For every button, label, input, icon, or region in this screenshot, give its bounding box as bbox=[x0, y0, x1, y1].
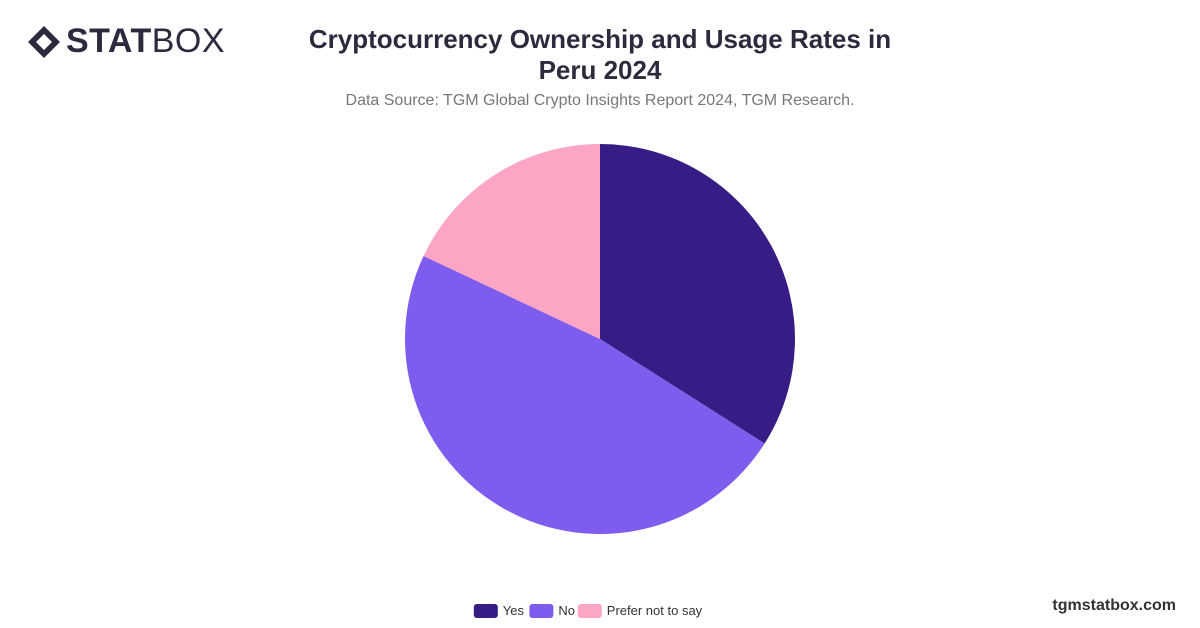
legend-label: No bbox=[558, 603, 575, 618]
logo-light: BOX bbox=[151, 22, 226, 60]
legend-swatch bbox=[577, 604, 602, 618]
legend-label: Yes bbox=[503, 603, 525, 618]
logo-icon bbox=[28, 25, 60, 58]
chart-title: Cryptocurrency Ownership and Usage Rates… bbox=[308, 24, 892, 85]
legend-label: Prefer not to say bbox=[607, 603, 703, 618]
pie-slice bbox=[423, 144, 600, 339]
legend-swatch bbox=[529, 604, 554, 618]
legend-swatch bbox=[473, 604, 498, 618]
logo: STAT BOX bbox=[26, 22, 225, 61]
pie-slice bbox=[600, 144, 796, 444]
pie-slice bbox=[404, 255, 765, 535]
logo-bold: STAT bbox=[66, 22, 152, 60]
footer: tgmstatbox.com bbox=[1052, 597, 1176, 614]
chart-subtitle: Data Source: TGM Global Crypto Insights … bbox=[345, 92, 855, 109]
